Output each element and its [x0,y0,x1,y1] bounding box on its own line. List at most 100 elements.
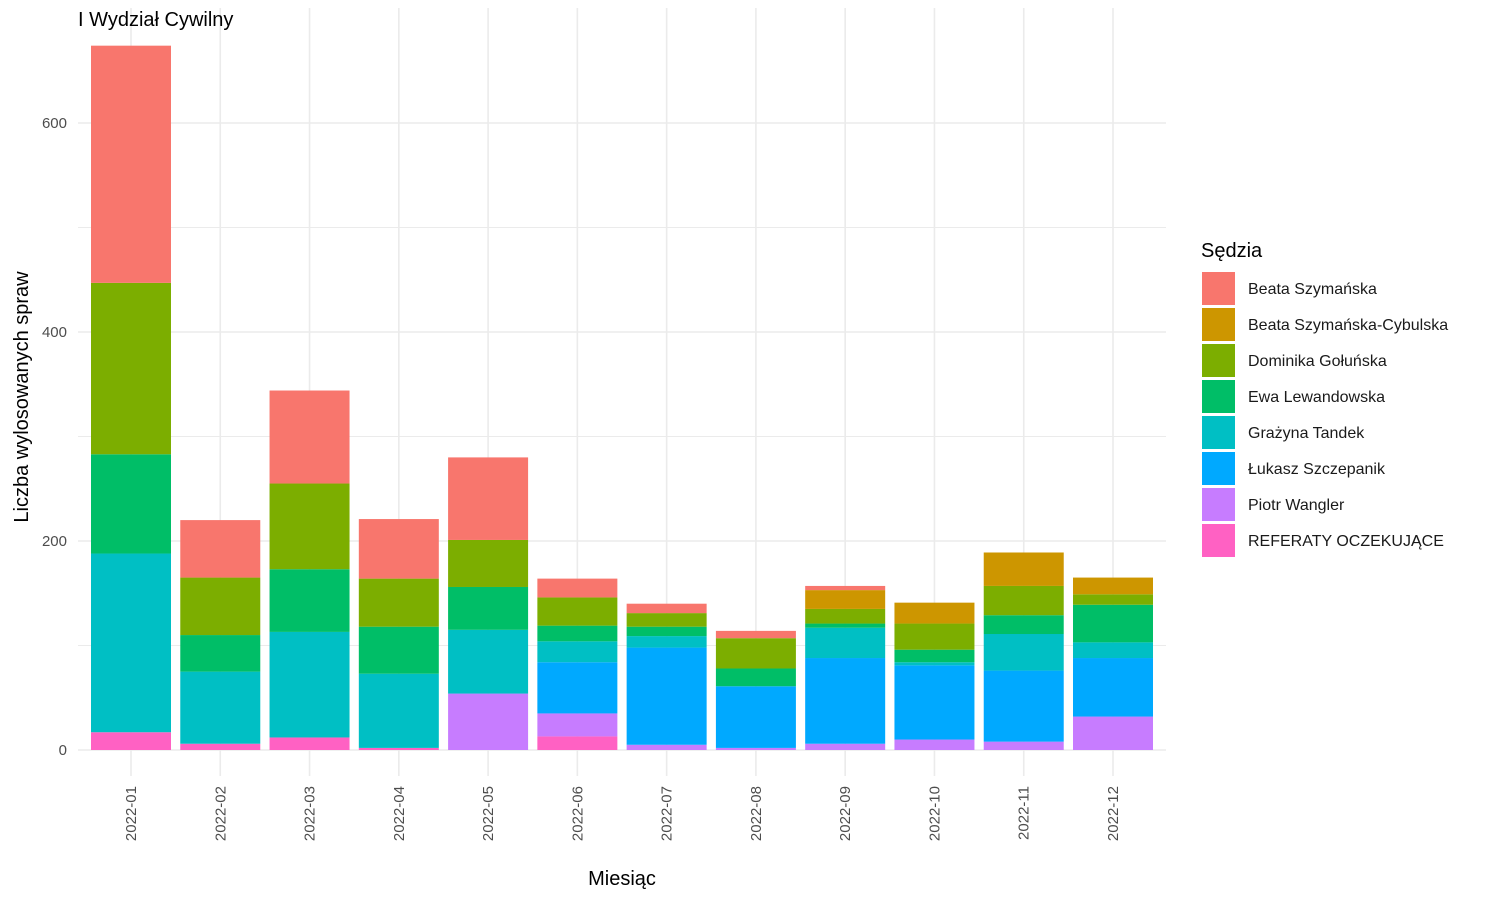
bar-segment [269,569,350,632]
legend-label: Beata Szymańska-Cybulska [1248,317,1448,334]
bar-segment [983,670,1064,742]
bar-segment [1073,658,1153,717]
bar-segment [983,615,1064,635]
bar-segment [537,578,618,598]
bar-segment [894,602,975,624]
bar-segment [1073,594,1153,605]
legend-label: Grażyna Tandek [1248,425,1365,442]
x-tick-label: 2022-08 [748,786,765,841]
bar-segment [626,744,707,750]
x-tick-label: 2022-03 [302,786,319,841]
legend-key [1202,344,1235,377]
bar-segment [180,577,261,636]
bar-segment [983,634,1064,671]
legend-label: Piotr Wangler [1248,497,1345,514]
bar-segment [626,613,707,627]
bar-segment [448,693,529,750]
bar-segment [537,625,618,642]
bar-segment [715,747,796,750]
legend-key [1202,308,1235,341]
bar-segment [269,631,350,738]
legend-label: Łukasz Szczepanik [1248,461,1386,478]
bar-segment [537,662,618,714]
bar-segment [180,520,261,578]
bar-segment [805,590,886,609]
bar-segment [537,713,618,737]
bar-segment [180,635,261,672]
legend-key [1202,524,1235,557]
bar-segment [626,647,707,745]
bar-segment [537,641,618,663]
bar-segment [358,673,439,748]
bar-segment [91,454,171,554]
x-tick-label: 2022-02 [212,786,229,841]
chart-title: I Wydział Cywilny [78,9,233,31]
legend-key [1202,416,1235,449]
bar-segment [180,743,261,750]
x-axis-title: Miesiąc [588,868,656,890]
bar-segment [448,629,529,694]
bars [91,45,1153,750]
bar-segment [805,627,886,659]
bar-segment [626,636,707,648]
bar-segment [358,747,439,750]
bar-segment [358,626,439,674]
x-tick-label: 2022-11 [1016,786,1033,840]
bar-segment [1073,642,1153,659]
y-tick-label: 200 [42,533,67,550]
bar-segment [894,662,975,666]
legend-key [1202,380,1235,413]
bar-segment [894,665,975,740]
x-tick-label: 2022-12 [1105,786,1122,841]
y-tick-label: 400 [42,324,67,341]
x-tick-label: 2022-09 [837,786,854,841]
y-axis-title: Liczba wylosowanych spraw [11,271,33,523]
legend-key [1202,272,1235,305]
bar-segment [358,578,439,627]
x-axis-ticks: 2022-01 2022-02 2022-03 2022-04 2022-05 2022-… [123,786,1122,841]
bar-segment [805,743,886,750]
x-tick-label: 2022-07 [659,786,676,841]
x-tick-label: 2022-05 [480,786,497,841]
bar-segment [983,741,1064,750]
bar-segment [805,608,886,624]
bar-segment [805,623,886,628]
bar-segment [715,686,796,748]
bar-segment [715,638,796,669]
x-tick-label: 2022-04 [391,786,408,841]
x-tick-label: 2022-10 [926,786,943,841]
bar-segment [894,739,975,750]
bar-segment [894,623,975,650]
bar-segment [894,649,975,663]
bar-segment [269,390,350,484]
bar-segment [805,585,886,591]
y-tick-label: 0 [59,742,67,759]
bar-segment [448,586,529,630]
bar-segment [715,668,796,687]
bar-segment [269,483,350,570]
bar-segment [537,736,618,750]
legend-label: Beata Szymańska [1248,281,1377,298]
bar-segment [91,732,171,750]
bar-segment [1073,604,1153,643]
legend-title: Sędzia [1201,240,1263,262]
legend-key [1202,488,1235,521]
bar-segment [983,552,1064,586]
bar-segment [180,671,261,744]
bar-segment [91,45,171,283]
bar-segment [269,737,350,750]
bar-segment [91,553,171,733]
bar-segment [626,603,707,614]
legend: Sędzia Beata Szymańska Beata Szymańska-Cy… [1201,240,1448,557]
legend-label: REFERATY OCZEKUJĄCE [1248,533,1444,550]
x-tick-label: 2022-06 [569,786,586,841]
bar-segment [715,630,796,639]
y-tick-label: 600 [42,115,67,132]
x-tick-label: 2022-01 [123,786,140,841]
bar-segment [1073,716,1153,750]
bar-segment [448,457,529,540]
bar-segment [358,519,439,579]
legend-label: Dominika Gołuńska [1248,353,1387,370]
legend-key [1202,452,1235,485]
